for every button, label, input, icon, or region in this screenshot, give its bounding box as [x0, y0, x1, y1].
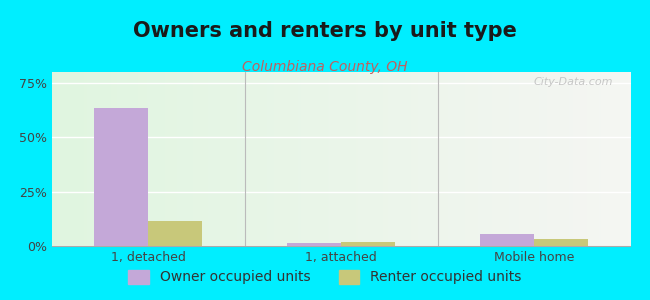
Bar	[341, 242, 395, 246]
Bar	[480, 234, 534, 246]
Text: Columbiana County, OH: Columbiana County, OH	[242, 60, 408, 74]
Bar	[287, 243, 341, 246]
Legend: Owner occupied units, Renter occupied units: Owner occupied units, Renter occupied un…	[123, 264, 527, 290]
Bar	[148, 221, 202, 246]
Bar	[94, 108, 148, 246]
Text: City-Data.com: City-Data.com	[534, 77, 613, 87]
Bar	[534, 239, 588, 246]
Text: Owners and renters by unit type: Owners and renters by unit type	[133, 21, 517, 41]
